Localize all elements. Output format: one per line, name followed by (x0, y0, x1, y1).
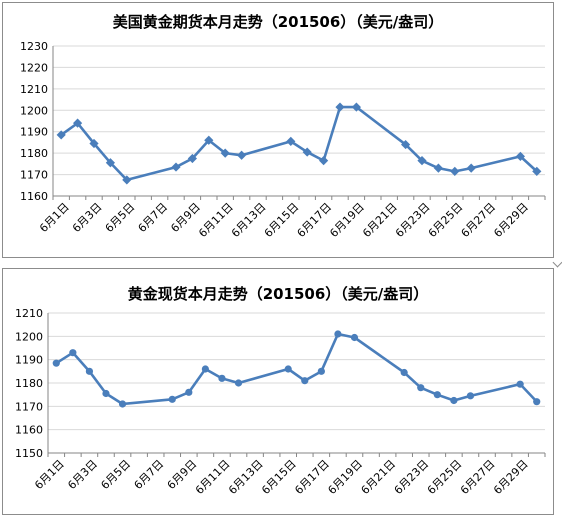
x-tick-label: 6月23日 (392, 457, 432, 497)
data-point (335, 102, 345, 112)
x-tick-label: 6月15日 (259, 457, 299, 497)
series-line (55, 332, 538, 406)
x-tick-label: 6月11日 (193, 457, 233, 497)
x-tick-label: 6月27日 (459, 200, 499, 240)
x-tick-label: 6月1日 (37, 200, 72, 235)
x-tick-label: 6月21日 (359, 457, 399, 497)
x-tick-label: 6月17日 (292, 457, 332, 497)
x-tick-label: 6月3日 (70, 200, 105, 235)
x-tick-label: 6月5日 (98, 457, 133, 492)
data-point (52, 359, 60, 367)
x-tick-label: 6月25日 (426, 200, 466, 240)
y-tick-label: 1160 (15, 424, 43, 437)
x-tick-label: 6月5日 (103, 200, 138, 235)
chart-title: 黄金现货本月走势（201506）（美元/盎司） (127, 285, 429, 303)
data-point (218, 374, 226, 382)
data-point (417, 384, 425, 392)
futures-chart-plot: 1160 1170 1180 1190 1200 1210 1220 1230 6月1日6月3日… (20, 40, 546, 240)
data-point (334, 330, 342, 338)
data-point (466, 163, 476, 173)
data-point (56, 130, 66, 140)
y-tick-label: 1170 (20, 169, 48, 182)
data-point (317, 367, 325, 375)
y-tick-label: 1180 (15, 377, 43, 390)
data-point (89, 138, 99, 149)
data-point (515, 151, 525, 161)
spot-chart-panel: 黄金现货本月走势（201506）（美元/盎司） 1150 1160 1170 1180… (2, 268, 554, 515)
y-tick-label: 1210 (20, 83, 48, 96)
data-point (286, 136, 296, 146)
y-tick-label: 1180 (20, 147, 48, 160)
x-tick-label: 6月17日 (295, 200, 335, 240)
spot-chart-plot: 1150 1160 1170 1180 1190 1200 1210 6月1日6月3日6月5日… (15, 307, 546, 497)
x-tick-label: 6月27日 (458, 457, 498, 497)
x-tick-label: 6月29日 (491, 457, 531, 497)
y-tick-label: 1190 (20, 126, 48, 139)
y-tick-label: 1220 (20, 61, 48, 74)
data-point (319, 156, 329, 166)
data-point (102, 389, 110, 398)
x-tick-label: 6月3日 (65, 457, 100, 492)
data-point (350, 333, 359, 342)
data-point (122, 175, 132, 185)
data-point (466, 392, 475, 400)
data-point (433, 391, 441, 399)
data-point (118, 400, 127, 408)
data-point (204, 135, 214, 145)
x-tick-label: 6月7日 (136, 200, 171, 235)
data-point (533, 398, 541, 406)
y-tick-label: 1170 (15, 400, 43, 413)
data-point (433, 163, 443, 173)
data-point (171, 162, 181, 172)
series-line (60, 105, 538, 182)
x-tick-label: 6月29日 (491, 200, 531, 240)
x-tick-label: 6月11日 (196, 200, 236, 240)
data-point (187, 153, 197, 164)
data-point (351, 102, 361, 112)
data-point (301, 377, 309, 385)
data-point (302, 147, 312, 157)
data-point (401, 139, 411, 150)
y-tick-label: 1150 (15, 447, 43, 460)
x-tick-label: 6月19日 (325, 457, 365, 497)
data-point (516, 380, 524, 388)
data-point (284, 365, 292, 373)
data-point (185, 388, 193, 396)
y-tick-label: 1230 (20, 40, 48, 53)
y-tick-label: 1210 (15, 307, 43, 320)
data-point (450, 166, 460, 176)
x-tick-label: 6月25日 (425, 457, 465, 497)
futures-chart-panel: 美国黄金期货本月走势（201506）（美元/盎司） 1160 1170 1180 11… (2, 2, 554, 258)
y-tick-label: 1160 (20, 190, 48, 203)
x-tick-label: 6月13日 (226, 457, 266, 497)
x-tick-label: 6月21日 (360, 200, 400, 240)
data-point (234, 379, 243, 387)
x-tick-label: 6月1日 (32, 457, 67, 492)
data-point (73, 118, 83, 128)
data-point (237, 150, 247, 160)
data-point (532, 166, 542, 176)
x-tick-label: 6月19日 (327, 200, 367, 240)
chart-title: 美国黄金期货本月走势（201506）（美元/盎司） (112, 13, 444, 31)
y-tick-label: 1200 (20, 104, 48, 117)
data-point (417, 156, 427, 166)
x-tick-label: 6月13日 (229, 200, 269, 240)
data-point (85, 367, 94, 375)
data-point (201, 365, 209, 373)
data-point (220, 148, 230, 158)
data-point (450, 396, 458, 405)
x-tick-label: 6月7日 (132, 457, 167, 492)
data-point (69, 349, 77, 357)
resize-handle-icon (552, 257, 562, 268)
y-tick-label: 1190 (15, 354, 43, 367)
x-tick-label: 6月23日 (393, 200, 433, 240)
x-tick-label: 6月15日 (262, 200, 302, 240)
data-point (168, 395, 176, 403)
data-point (400, 368, 408, 377)
data-point (105, 158, 115, 168)
y-tick-label: 1200 (15, 330, 43, 343)
